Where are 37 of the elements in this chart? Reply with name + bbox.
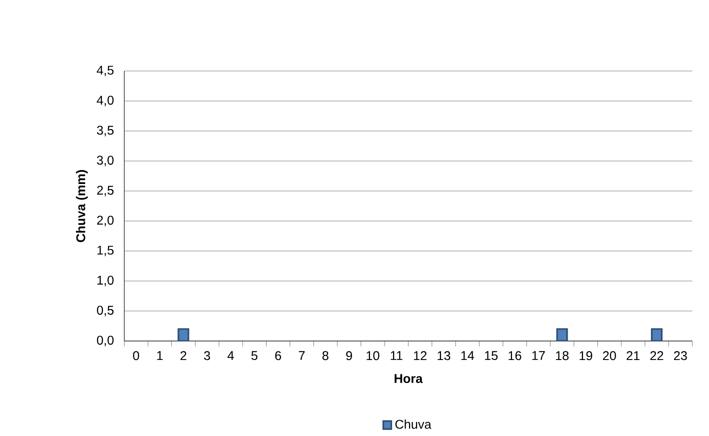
y-tick-label: 0,0 — [96, 336, 114, 346]
x-tick-label: 16 — [508, 351, 522, 360]
x-tick-label: 14 — [461, 351, 474, 360]
x-tick-label: 18 — [556, 351, 569, 360]
x-tick-label: 13 — [438, 351, 450, 360]
y-axis-title: Chuva (mm) — [76, 170, 88, 242]
y-tick-label: 4,5 — [96, 66, 114, 76]
x-tick-label: 11 — [390, 351, 402, 360]
x-tick-label: 23 — [674, 351, 687, 360]
x-tick-label: 21 — [626, 351, 640, 360]
x-tick-label: 1 — [157, 351, 163, 360]
x-tick-label: 5 — [251, 351, 258, 360]
x-axis-title: Hora — [394, 374, 423, 384]
x-tick-label: 17 — [532, 351, 545, 360]
x-tick-label: 9 — [346, 351, 352, 360]
x-tick-label: 3 — [204, 351, 210, 360]
y-tick-label: 2,0 — [97, 216, 114, 226]
y-tick-label: 0,5 — [96, 306, 114, 316]
x-tick-label: 8 — [322, 351, 328, 360]
x-tick-label: 12 — [414, 351, 427, 360]
x-tick-label: 22 — [650, 351, 664, 360]
x-tick-label: 2 — [180, 351, 186, 360]
x-tick-label: 10 — [366, 351, 380, 360]
y-tick-label: 3,5 — [96, 126, 114, 136]
legend-label: Chuva — [395, 420, 432, 429]
y-tick-label: 2,5 — [97, 186, 114, 196]
x-tick-label: 0 — [133, 351, 140, 360]
x-tick-label: 20 — [603, 351, 616, 360]
x-tick-label: 19 — [580, 351, 592, 360]
x-tick-label: 6 — [275, 351, 282, 360]
x-tick-label: 4 — [228, 351, 234, 360]
x-tick-label: 15 — [485, 351, 498, 360]
y-tick-label: 1,0 — [97, 276, 114, 286]
x-tick-label: 7 — [298, 351, 305, 360]
y-tick-label: 1,5 — [97, 246, 114, 256]
y-tick-label: 3,0 — [96, 156, 114, 166]
y-tick-label: 4,0 — [96, 96, 114, 106]
